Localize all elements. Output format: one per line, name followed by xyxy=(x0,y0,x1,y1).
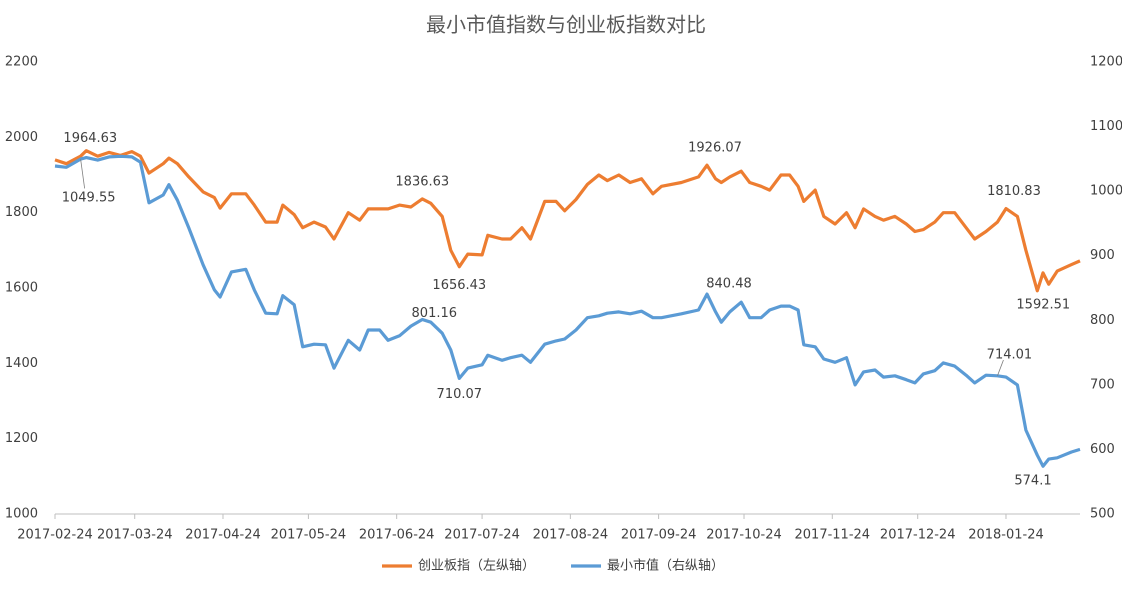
x-tick-label: 2017-11-24 xyxy=(795,528,871,543)
y-tick-label: 2200 xyxy=(5,55,38,70)
x-tick-label: 2017-05-24 xyxy=(271,528,347,543)
y2-tick-label: 600 xyxy=(1090,442,1115,457)
x-tick-label: 2017-04-24 xyxy=(185,528,261,543)
series-line xyxy=(54,149,1081,293)
x-tick-label: 2017-03-24 xyxy=(97,528,173,543)
annotation: 1964.63 xyxy=(63,131,117,146)
x-tick-label: 2018-01-24 xyxy=(968,528,1044,543)
y-tick-label: 1800 xyxy=(5,205,38,220)
y2-tick-label: 800 xyxy=(1090,313,1115,328)
x-tick-label: 2017-07-24 xyxy=(444,528,520,543)
x-tick-label: 2017-02-24 xyxy=(17,528,93,543)
annotation: 1810.83 xyxy=(987,184,1041,199)
y2-tick-label: 1100 xyxy=(1090,119,1122,134)
annotation: 710.07 xyxy=(437,387,483,402)
legend-label: 创业板指（左纵轴） xyxy=(418,559,535,574)
y-tick-label: 1200 xyxy=(5,431,38,446)
annotation: 1836.63 xyxy=(395,174,449,189)
y2-tick-label: 900 xyxy=(1090,248,1115,263)
y-tick-label: 1000 xyxy=(5,507,38,522)
annotation: 574.1 xyxy=(1014,474,1051,489)
y2-tick-label: 500 xyxy=(1090,507,1115,522)
x-tick-label: 2017-09-24 xyxy=(621,528,697,543)
x-tick-label: 2017-12-24 xyxy=(880,528,956,543)
annotation-leader xyxy=(997,359,1004,376)
annotation: 840.48 xyxy=(706,277,752,292)
annotation: 714.01 xyxy=(987,347,1033,362)
x-tick-label: 2017-10-24 xyxy=(706,528,782,543)
y-tick-label: 1600 xyxy=(5,281,38,296)
chart-title: 最小市值指数与创业板指数对比 xyxy=(426,13,706,37)
y2-tick-label: 700 xyxy=(1090,377,1115,392)
x-tick-label: 2017-06-24 xyxy=(359,528,435,543)
annotation: 801.16 xyxy=(412,306,458,321)
annotation: 1926.07 xyxy=(688,141,742,156)
annotation: 1049.55 xyxy=(62,191,116,206)
x-tick-label: 2017-08-24 xyxy=(533,528,609,543)
y2-tick-label: 1200 xyxy=(1090,55,1122,70)
series-line xyxy=(54,154,1081,468)
y-tick-label: 1400 xyxy=(5,356,38,371)
legend-label: 最小市值（右纵轴） xyxy=(607,558,724,574)
annotation: 1592.51 xyxy=(1016,297,1070,312)
annotation-leader xyxy=(80,159,86,189)
annotation: 1656.43 xyxy=(432,278,486,293)
y-tick-label: 2000 xyxy=(5,130,38,145)
y2-tick-label: 1000 xyxy=(1090,184,1122,199)
